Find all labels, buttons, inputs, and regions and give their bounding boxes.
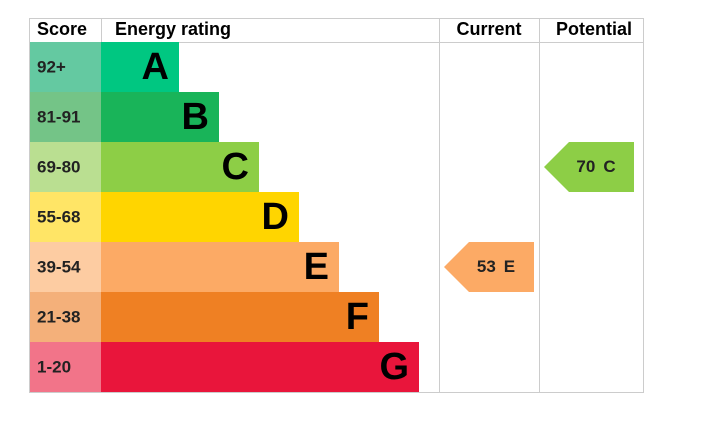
score-label: 1-20	[37, 357, 71, 376]
header: Current	[456, 19, 521, 39]
rating-letter: B	[182, 96, 209, 138]
grid	[29, 18, 644, 393]
header: Energy rating	[115, 19, 231, 39]
rating-letter: C	[222, 146, 249, 188]
arrow-label: 70 C	[576, 157, 615, 176]
rating-letter: C	[603, 157, 615, 176]
arrow-shape	[444, 242, 534, 292]
rating-bar	[101, 192, 299, 242]
rating-bar	[101, 92, 219, 142]
frame	[29, 18, 644, 393]
rating-value: 53	[477, 257, 496, 276]
score-cell	[30, 292, 101, 342]
arrow-shape	[544, 142, 634, 192]
rating-bar	[101, 42, 179, 92]
header: Potential	[556, 19, 632, 39]
rating-letter: E	[504, 257, 515, 276]
rating-bar	[101, 242, 339, 292]
score-label: 81-91	[37, 107, 80, 126]
rating-letter: D	[262, 196, 289, 238]
score-label: 92+	[37, 57, 66, 76]
rating-value: 70	[576, 157, 595, 176]
arrow-label: 53 E	[477, 257, 515, 276]
potential-arrow: 70 C	[544, 142, 634, 192]
score-label: 39-54	[37, 257, 81, 276]
rating-bar	[101, 142, 259, 192]
score-cell	[30, 242, 101, 292]
score-cell	[30, 192, 101, 242]
score-label: 69-80	[37, 157, 80, 176]
rating-letter: A	[142, 46, 169, 88]
score-cell	[30, 92, 101, 142]
score-cell	[30, 342, 101, 392]
rating-letter: E	[304, 246, 329, 288]
rating-letter: G	[379, 346, 409, 388]
score-label: 21-38	[37, 307, 80, 326]
score-cell	[30, 142, 101, 192]
header: Score	[37, 19, 87, 39]
rating-bar	[101, 292, 379, 342]
current-arrow: 53 E	[444, 242, 534, 292]
rating-letter: F	[346, 296, 369, 338]
score-cell	[30, 42, 101, 92]
score-label: 55-68	[37, 207, 80, 226]
rating-bar	[101, 342, 419, 392]
